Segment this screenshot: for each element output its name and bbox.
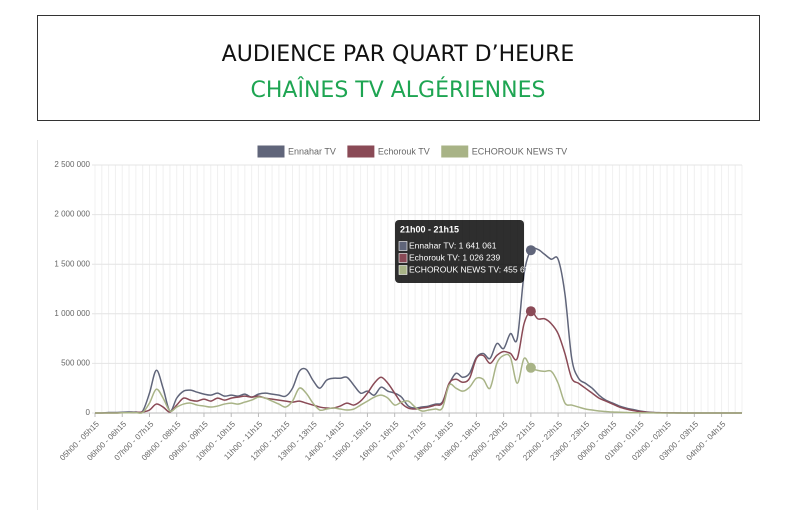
tooltip-swatch <box>398 241 408 251</box>
legend-swatch <box>347 145 375 158</box>
tooltip-swatch <box>398 265 408 275</box>
legend-swatch <box>257 145 285 158</box>
y-tick-label: 1 000 000 <box>54 309 90 318</box>
y-tick-label: 2 500 000 <box>54 160 90 169</box>
legend-label: Ennahar TV <box>288 146 336 156</box>
tooltip-title: 21h00 - 21h15 <box>400 224 459 234</box>
y-tick-label: 0 <box>86 408 91 417</box>
hover-point <box>525 245 536 256</box>
chart-subtitle: CHAÎNES TV ALGÉRIENNES <box>251 77 546 103</box>
tooltip-line: Ennahar TV: 1 641 061 <box>409 240 497 250</box>
chart-title: AUDIENCE PAR QUART D’HEURE <box>222 42 575 67</box>
y-tick-label: 2 000 000 <box>54 210 90 219</box>
tooltip-line: ECHOROUK NEWS TV: 455 620 <box>409 264 534 274</box>
tooltip-line: Echorouk TV: 1 026 239 <box>409 252 500 262</box>
y-tick-label: 1 500 000 <box>54 259 90 268</box>
tooltip-swatch <box>398 253 408 263</box>
tooltip-box <box>395 220 524 283</box>
legend-swatch <box>441 145 469 158</box>
hover-point <box>525 362 536 373</box>
series-line <box>94 353 742 414</box>
header-box <box>37 15 760 121</box>
y-tick-label: 500 000 <box>61 359 90 368</box>
legend-label: ECHOROUK NEWS TV <box>472 146 567 156</box>
legend-label: Echorouk TV <box>378 146 430 156</box>
series-line <box>94 310 742 414</box>
hover-point <box>525 306 536 317</box>
series-line <box>94 247 742 414</box>
